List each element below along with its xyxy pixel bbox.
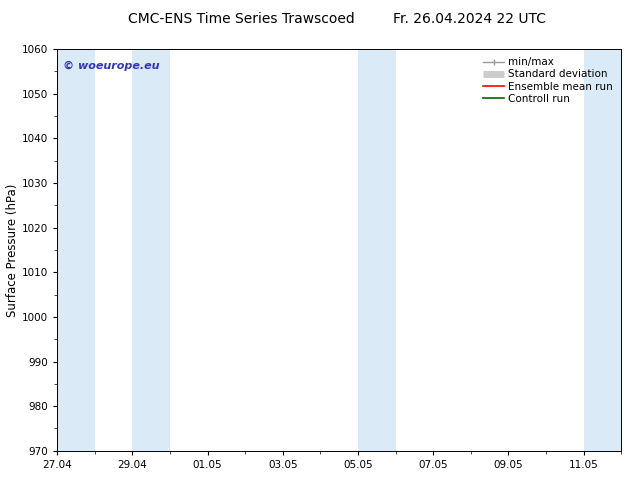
Bar	[133, 49, 170, 451]
Text: © woeurope.eu: © woeurope.eu	[63, 61, 159, 71]
Text: Fr. 26.04.2024 22 UTC: Fr. 26.04.2024 22 UTC	[392, 12, 546, 26]
Bar	[584, 49, 621, 451]
Y-axis label: Surface Pressure (hPa): Surface Pressure (hPa)	[6, 183, 19, 317]
Bar	[57, 49, 94, 451]
Legend: min/max, Standard deviation, Ensemble mean run, Controll run: min/max, Standard deviation, Ensemble me…	[480, 54, 616, 107]
Text: CMC-ENS Time Series Trawscoed: CMC-ENS Time Series Trawscoed	[127, 12, 354, 26]
Bar	[358, 49, 396, 451]
